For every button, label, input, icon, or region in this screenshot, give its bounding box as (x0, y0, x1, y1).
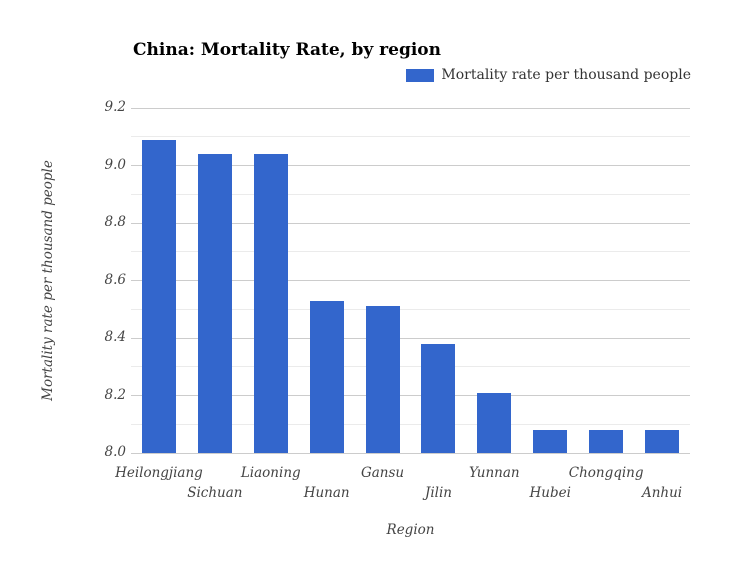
gridline-major (131, 222, 690, 224)
bar-jilin[interactable] (421, 343, 456, 453)
legend: Mortality rate per thousand people (406, 67, 691, 83)
y-tick-label: 9.0 (104, 156, 126, 173)
gridline-minor (131, 308, 690, 310)
legend-swatch-icon (406, 68, 435, 82)
gridline-major (131, 280, 690, 281)
bar-heilongjiang[interactable] (141, 139, 176, 453)
legend-label: Mortality rate per thousand people (441, 67, 691, 83)
gridline-minor (131, 366, 690, 368)
gridline-minor (131, 423, 690, 425)
gridline-major (131, 452, 690, 454)
x-axis-title: Region (386, 522, 435, 538)
plot-area (131, 107, 690, 454)
gridline-major (131, 165, 690, 166)
gridline-minor (131, 193, 690, 195)
gridline-major (131, 337, 690, 339)
gridline-minor (131, 136, 690, 138)
bar-anhui[interactable] (645, 430, 680, 453)
gridline-major (131, 107, 690, 109)
y-tick-label: 8.2 (104, 386, 126, 403)
x-tick-label: Hubei (529, 485, 571, 501)
x-tick-label: Chongqing (568, 465, 644, 481)
bar-liaoning[interactable] (253, 154, 288, 453)
gridline-major (131, 395, 690, 396)
bar-gansu[interactable] (365, 306, 400, 453)
x-tick-label: Anhui (641, 485, 683, 501)
y-tick-label: 8.8 (104, 214, 126, 230)
bar-hubei[interactable] (533, 430, 568, 453)
y-tick-label: 8.4 (104, 329, 126, 345)
y-tick-label: 8.0 (104, 444, 126, 460)
x-tick-label: Heilongjiang (115, 465, 203, 481)
bar-hunan[interactable] (309, 300, 344, 453)
x-tick-label: Sichuan (187, 485, 243, 501)
gridline-minor (131, 251, 690, 253)
x-tick-label: Liaoning (240, 465, 301, 481)
chart-title: China: Mortality Rate, by region (133, 40, 442, 60)
bar-sichuan[interactable] (197, 154, 232, 453)
y-tick-label: 9.2 (104, 99, 126, 115)
x-tick-label: Gansu (360, 465, 405, 481)
bar-yunnan[interactable] (477, 392, 512, 453)
x-tick-label: Jilin (424, 485, 452, 501)
x-tick-label: Yunnan (469, 465, 520, 481)
y-tick-label: 8.6 (104, 271, 126, 288)
x-tick-label: Hunan (303, 485, 350, 501)
y-axis-title: Mortality rate per thousand people (40, 160, 56, 401)
bar-chongqing[interactable] (589, 430, 624, 453)
